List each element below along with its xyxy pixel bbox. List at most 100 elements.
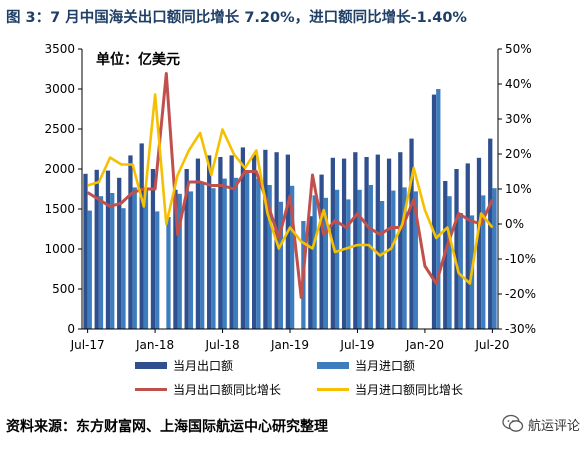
export-bar [263, 149, 268, 329]
import-bar [87, 210, 92, 329]
wechat-bubble-icon [502, 414, 524, 432]
import-bar [155, 211, 160, 329]
export-bar [285, 154, 290, 329]
import-bar [132, 187, 137, 329]
export-bar [128, 155, 133, 329]
import-bar [188, 191, 194, 329]
y-axis-left-ticks: 0 500 1000 1500 2000 2500 3000 3500 [44, 42, 82, 336]
y-left-tick-label: 2500 [44, 122, 75, 136]
import-bar [177, 193, 182, 329]
export-bar [353, 152, 358, 329]
export-bar [476, 157, 482, 329]
import-bar [447, 196, 452, 329]
x-tick-label: Jan-19 [270, 338, 309, 352]
watermark-text: 航运评论 [527, 418, 580, 434]
x-tick-label: Jul-18 [205, 338, 240, 352]
export-bar [105, 170, 111, 329]
source-note: 资料来源：东方财富网、上海国际航运中心研究整理 [6, 419, 328, 435]
y-right-tick-label: -20% [505, 287, 536, 301]
import-bar [391, 190, 396, 329]
import-bar [143, 187, 149, 329]
y-left-tick-label: 1500 [44, 202, 75, 216]
y-right-tick-label: -30% [505, 322, 536, 336]
export-bar [117, 177, 122, 329]
y-right-tick-label: -10% [505, 252, 536, 266]
import-bar [346, 199, 351, 329]
export-bar [94, 169, 99, 329]
export-bar [218, 157, 223, 329]
import-bar [233, 177, 239, 329]
export-bar [409, 138, 414, 329]
export-growth-line [86, 72, 494, 299]
import-bar [256, 178, 261, 329]
y-right-tick-label: 30% [505, 112, 532, 126]
export-bar [398, 152, 403, 329]
x-tick-label: Jul-19 [339, 338, 374, 352]
x-tick-label: Jul-20 [474, 338, 509, 352]
export-bar [195, 158, 201, 329]
import-bar [110, 193, 115, 329]
import-bar [413, 191, 418, 329]
import-growth-line [87, 93, 494, 285]
legend-label: 当月进口额 [355, 359, 415, 373]
import-bar [245, 172, 250, 329]
legend-label: 当月出口额同比增长 [173, 383, 281, 397]
import-bar [211, 188, 216, 329]
export-bar [431, 94, 437, 329]
chart-title: 图 3：7 月中国海关出口额同比增长 7.20%，进口额同比增长-1.40% [6, 10, 467, 26]
import-bar [290, 185, 295, 329]
import-bar [357, 189, 362, 329]
import-bar [492, 188, 497, 329]
y-left-tick-label: 3500 [44, 42, 75, 56]
import-bars-group [87, 89, 497, 329]
x-axis-ticks: Jul-17 Jan-18 Jul-18 Jan-19 Jul-19 Jan-20 Jul-… [70, 329, 509, 352]
y-right-tick-label: 50% [505, 42, 532, 56]
y-right-tick-label: 0% [505, 217, 524, 231]
export-bar [139, 143, 144, 329]
export-bar [150, 169, 156, 329]
y-left-tick-label: 1000 [44, 242, 75, 256]
watermark: 航运评论 [470, 411, 580, 437]
export-bar [488, 138, 493, 329]
y-right-tick-label: 40% [505, 77, 532, 91]
export-bar [83, 173, 88, 329]
export-bar [240, 147, 246, 329]
export-bar [184, 169, 189, 329]
legend-swatch [135, 362, 167, 369]
legend-swatch [317, 362, 349, 369]
export-bar [465, 163, 470, 329]
import-bar [98, 196, 104, 329]
y-left-tick-label: 2000 [44, 162, 75, 176]
y-axis-right-ticks: -30% -20% -10% 0% 10% 20% 30% 40% 50% [498, 42, 536, 336]
import-bar [436, 89, 441, 329]
export-bar [341, 158, 347, 329]
export-bar [229, 155, 234, 329]
lines-group [86, 72, 494, 299]
import-bar [334, 189, 340, 329]
x-tick-label: Jan-20 [405, 338, 444, 352]
export-bar [375, 154, 380, 329]
import-bar [458, 213, 463, 329]
trade-chart: 0 500 1000 1500 2000 2500 3000 3500 -30% -20% -10… [44, 42, 536, 397]
export-bar [207, 155, 212, 329]
import-bar [323, 197, 329, 329]
y-right-tick-label: 10% [505, 182, 532, 196]
import-bar [402, 187, 407, 329]
import-bar [379, 201, 385, 329]
unit-label: 单位：亿美元 [96, 51, 180, 68]
export-bar [386, 158, 392, 329]
legend-label: 当月出口额 [173, 359, 233, 373]
import-bar [121, 208, 126, 329]
y-left-tick-label: 500 [52, 282, 75, 296]
import-bar [312, 195, 317, 329]
export-bar [173, 189, 178, 329]
export-bar [454, 169, 459, 329]
chart-area: 0 500 1000 1500 2000 2500 3000 3500 -30% -20% -10… [0, 30, 584, 402]
export-bar [319, 174, 324, 329]
export-bar [251, 154, 257, 329]
import-bar [200, 182, 205, 329]
y-left-tick-label: 3000 [44, 82, 75, 96]
import-bar [222, 178, 227, 329]
y-right-tick-label: 20% [505, 147, 532, 161]
